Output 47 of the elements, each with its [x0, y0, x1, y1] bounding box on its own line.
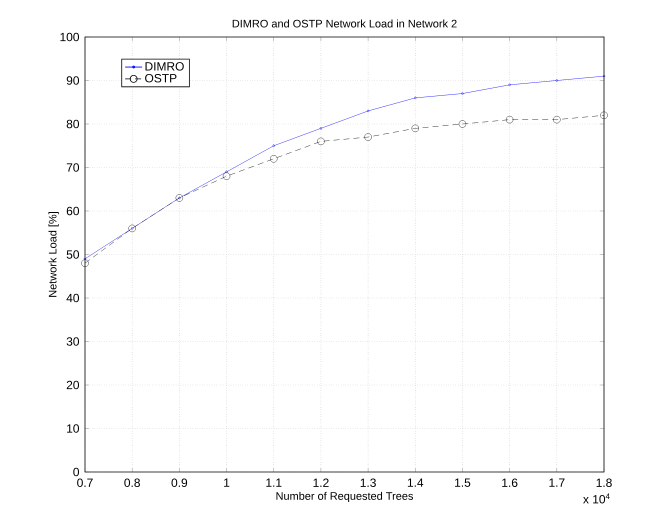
point — [270, 155, 278, 162]
legend-label: OSTP — [145, 74, 176, 82]
y-tick-label: 10 — [67, 424, 80, 433]
x-tick-label: 0.8 — [124, 478, 140, 487]
y-tick-label: 90 — [66, 76, 80, 85]
y-tick-label: 50 — [66, 250, 80, 259]
point — [320, 127, 322, 130]
y-tick-label: 100 — [60, 32, 80, 42]
point — [412, 124, 419, 132]
point — [461, 92, 464, 95]
x-tick-label: 1.1 — [266, 478, 282, 487]
point — [553, 116, 561, 124]
point — [128, 224, 136, 232]
x-tick-label: 1.2 — [314, 478, 329, 487]
x-tick-label: 1.7 — [549, 478, 565, 487]
point — [176, 194, 184, 202]
x-tick-label: 1.4 — [408, 478, 424, 487]
x-tick-label: 0.7 — [77, 478, 93, 487]
y-tick-label: 40 — [66, 294, 80, 302]
point — [556, 79, 558, 82]
y-tick-label: 20 — [66, 380, 80, 390]
point — [506, 116, 514, 124]
x-tick-label: 0.9 — [172, 478, 188, 487]
point — [81, 260, 89, 267]
chart-title: DIMRO and OSTP Network Load in Network 2 — [232, 19, 457, 28]
x-tick-label: 1.8 — [596, 478, 612, 487]
y-tick-label: 30 — [66, 337, 80, 346]
point — [600, 112, 608, 119]
y-tick-label: 0 — [73, 468, 80, 476]
point — [317, 138, 325, 146]
x-axis-title: Number of Requested Trees — [276, 492, 414, 502]
x-tick-label: 1.6 — [502, 478, 518, 487]
point — [508, 84, 511, 86]
y-tick-label: 60 — [66, 206, 80, 216]
x-tick-label: 1 — [224, 478, 230, 487]
point — [366, 110, 370, 112]
x-tick-label: 1.5 — [455, 478, 470, 487]
x-tick-label: 1.3 — [360, 478, 376, 487]
y-axis-title: Network Load [%] — [48, 212, 59, 297]
point — [225, 170, 228, 174]
text: x 10$^{4}$ — [583, 494, 610, 504]
point — [364, 133, 372, 141]
point — [458, 120, 466, 128]
y-tick-label: 70 — [66, 163, 80, 172]
y-tick-label: 80 — [66, 120, 80, 128]
legend-label: DIMRO — [146, 62, 184, 71]
point — [222, 172, 230, 180]
